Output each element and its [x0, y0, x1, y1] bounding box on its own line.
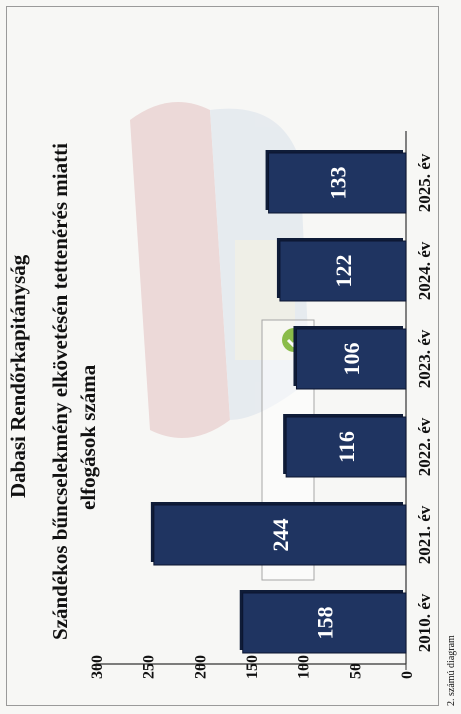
- value-tick-label: 200: [192, 655, 209, 679]
- bar: [279, 240, 407, 302]
- bar-value-label: 158: [312, 607, 337, 640]
- bar-group: 158 2010. év: [239, 590, 434, 654]
- value-tick-label: 250: [141, 655, 158, 679]
- category-label: 2025. év: [415, 153, 434, 212]
- bar-group: 244 2021. év: [150, 502, 434, 566]
- bar-value-label: 244: [268, 519, 293, 552]
- category-label: 2022. év: [415, 417, 434, 476]
- bar-value-label: 122: [331, 255, 356, 288]
- category-label: 2024. év: [415, 241, 434, 300]
- bar-group: 133 2025. év: [265, 150, 434, 214]
- category-label: 2010. év: [415, 593, 434, 652]
- bar-value-label: 106: [339, 343, 364, 376]
- bar: [268, 152, 407, 214]
- bar: [242, 592, 407, 654]
- value-tick-label: 0: [399, 671, 416, 679]
- bar: [153, 504, 407, 566]
- category-label: 2023. év: [415, 329, 434, 388]
- value-tick-label: 100: [296, 655, 313, 679]
- value-tick-label: 50: [347, 663, 364, 679]
- bar-group: 106 2023. év: [293, 326, 434, 390]
- value-tick-label: 300: [89, 655, 106, 679]
- value-tick-label: 150: [244, 655, 261, 679]
- bar-group: 122 2024. év: [276, 238, 434, 302]
- bar-group: 116 2022. év: [283, 414, 434, 478]
- bar-value-label: 133: [325, 167, 350, 200]
- page-border: [6, 6, 439, 706]
- bar: [295, 328, 407, 390]
- category-label: 2021. év: [415, 505, 434, 564]
- bar-value-label: 116: [334, 431, 359, 463]
- bar: [285, 416, 407, 478]
